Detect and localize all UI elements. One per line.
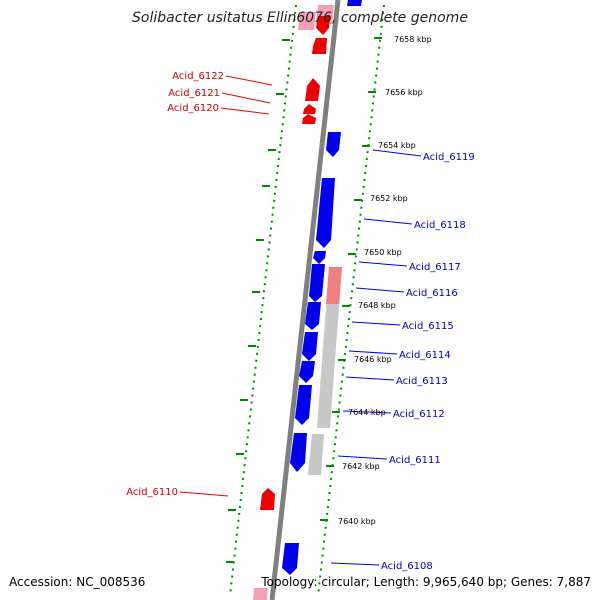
- gene-label[interactable]: Acid_6114: [399, 350, 451, 361]
- tick-label: 7654 kbp: [378, 141, 416, 150]
- forward-cds-arrow: [302, 332, 318, 361]
- forward-cds-arrow: [305, 302, 321, 330]
- connector-line: [372, 149, 422, 157]
- ruler-left-dots: [229, 4, 297, 597]
- forward-cds-arrow: [295, 385, 312, 425]
- forward-cds-group: [282, 0, 362, 575]
- forward-cds-arrow: [290, 433, 307, 472]
- reverse-cds-arrow: [312, 38, 327, 54]
- tick-label: 7648 kbp: [358, 301, 396, 310]
- tick-label: 7650 kbp: [364, 248, 402, 257]
- gene-label[interactable]: Acid_6118: [414, 220, 466, 231]
- connector-line: [225, 75, 273, 86]
- reverse-cds-arrow: [305, 78, 320, 101]
- forward-cds-arrow: [299, 361, 315, 383]
- pseudo-feature: [317, 267, 342, 428]
- reverse-cds-group: [260, 16, 330, 510]
- pseudo-feature: [308, 434, 324, 475]
- tick-label: 7646 kbp: [354, 355, 392, 364]
- gene-label[interactable]: Acid_6115: [402, 321, 454, 332]
- tick-label: 7656 kbp: [385, 88, 423, 97]
- reverse-cds-arrow: [303, 104, 316, 114]
- connector-line: [363, 218, 413, 225]
- gene-label[interactable]: Acid_6113: [396, 376, 448, 387]
- tick-label: 7658 kbp: [394, 35, 432, 44]
- forward-cds-arrow: [282, 543, 299, 575]
- reverse-cds-arrow: [260, 488, 275, 510]
- gene-label[interactable]: Acid_6108: [381, 561, 433, 572]
- connector-line: [355, 287, 405, 293]
- gene-label[interactable]: Acid_6121: [168, 88, 220, 99]
- gene-label[interactable]: Acid_6110: [126, 487, 178, 498]
- rna-feature: [326, 267, 342, 304]
- backbone-line: [269, 0, 341, 600]
- forward-cds-arrow: [309, 264, 325, 302]
- connector-line: [351, 321, 401, 326]
- tick-label: 7644 kbp: [348, 408, 386, 417]
- connector-line: [179, 491, 229, 497]
- connector-line: [220, 107, 270, 115]
- gene-label[interactable]: Acid_6117: [409, 262, 461, 273]
- connector-line: [330, 562, 380, 566]
- connector-line: [348, 350, 398, 355]
- label-connectors: [179, 75, 422, 566]
- gene-label[interactable]: Acid_6119: [423, 152, 475, 163]
- tick-label: 7642 kbp: [342, 462, 380, 471]
- connector-line: [345, 376, 395, 381]
- connector-line: [221, 92, 271, 104]
- tick-label: 7652 kbp: [370, 194, 408, 203]
- gene-label[interactable]: Acid_6112: [393, 409, 445, 420]
- gene-label[interactable]: Acid_6116: [406, 288, 458, 299]
- genome-summary-text: Topology: circular; Length: 9,965,640 bp…: [261, 575, 591, 589]
- rna-feature: [298, 12, 316, 30]
- reverse-cds-arrow: [316, 16, 330, 35]
- forward-cds-arrow: [326, 132, 341, 157]
- ruler-right-dots: [317, 4, 385, 597]
- forward-cds-arrow: [347, 0, 362, 6]
- accession-text: Accession: NC_008536: [9, 575, 146, 589]
- rna-feature: [253, 588, 268, 600]
- tick-label: 7640 kbp: [338, 517, 376, 526]
- gene-label[interactable]: Acid_6111: [389, 455, 441, 466]
- map-title: Solibacter usitatus Ellin6076, complete …: [132, 10, 468, 26]
- connector-line: [358, 261, 408, 267]
- forward-cds-arrow: [316, 178, 335, 248]
- tick-marks: [226, 37, 382, 563]
- connector-line: [342, 410, 392, 414]
- reverse-cds-arrow: [302, 114, 316, 124]
- gene-label[interactable]: Acid_6122: [172, 71, 224, 82]
- forward-cds-arrow: [313, 251, 326, 264]
- connector-line: [337, 455, 388, 460]
- gene-label[interactable]: Acid_6120: [167, 103, 219, 114]
